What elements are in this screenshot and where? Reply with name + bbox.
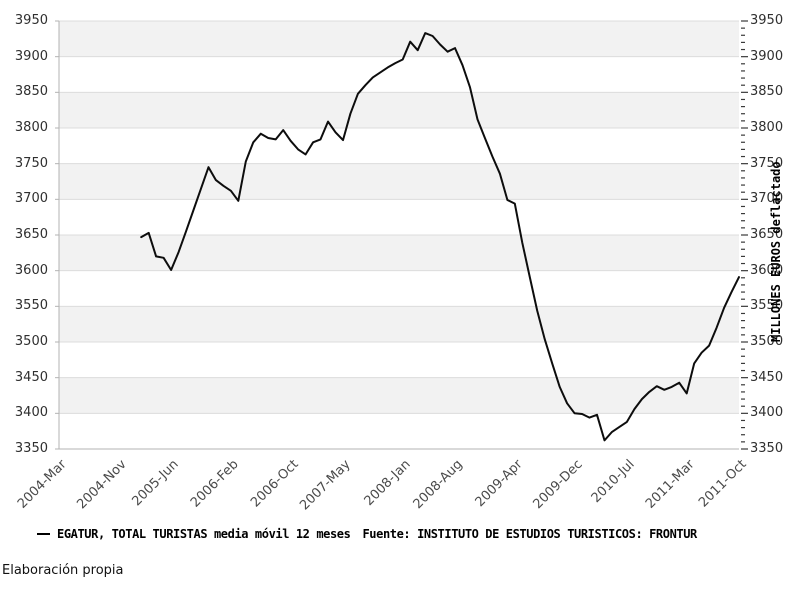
y-axis-tick-label-left: 3700 [14, 191, 48, 207]
legend: EGATUR, TOTAL TURISTAS media móvil 12 me… [37, 527, 697, 541]
y-axis-tick-label-left: 3400 [14, 405, 48, 421]
y-axis-tick-label-left: 3800 [14, 120, 48, 135]
y-axis-tick-label-right: 3900 [750, 48, 784, 64]
y-axis-tick-label-right: 3600 [750, 262, 784, 278]
y-axis-tick-label-left: 3950 [14, 13, 48, 28]
y-axis-tick-label-left: 3500 [14, 334, 48, 349]
y-axis-tick-label-left: 3850 [14, 84, 48, 100]
y-axis-title-right: MILLONES EUROS deflactado [769, 161, 783, 342]
plot-band [59, 21, 739, 57]
y-axis-tick-label-left: 3750 [14, 155, 48, 171]
plot-band [59, 92, 739, 128]
y-axis-tick-label-left: 3350 [14, 441, 48, 456]
y-axis-tick-label-left: 3900 [14, 48, 48, 64]
y-axis-tick-label-right: 3750 [750, 155, 784, 171]
plot-band [59, 163, 739, 200]
y-axis-tick-label-right: 3700 [750, 191, 784, 207]
footer-note: Elaboración propia [2, 563, 124, 578]
y-axis-tick-label-right: 3400 [750, 405, 784, 421]
y-axis-tick-label-right: 3850 [750, 84, 784, 100]
y-axis-tick-label-left: 3600 [14, 262, 48, 278]
plot-band [59, 235, 739, 271]
y-axis-tick-label-left: 3550 [14, 298, 48, 314]
y-axis-tick-label-left: 3650 [14, 227, 48, 242]
y-axis-tick-label-right: 3950 [750, 13, 784, 28]
y-axis-tick-label-right: 3550 [750, 298, 784, 314]
y-axis-tick-label-right: 3650 [750, 227, 784, 242]
legend-line-marker-icon [37, 533, 50, 535]
legend-source-label: Fuente: INSTITUTO DE ESTUDIOS TURISTICOS… [362, 527, 697, 541]
y-axis-tick-label-right: 3350 [750, 441, 784, 456]
y-axis-tick-label-right: 3450 [750, 369, 784, 385]
plot-band [59, 377, 739, 414]
plot-band [59, 306, 739, 342]
data-series-line [140, 32, 740, 442]
y-axis-tick-label-right: 3500 [750, 334, 784, 349]
y-axis-tick-label-right: 3800 [750, 120, 784, 135]
legend-series-label: EGATUR, TOTAL TURISTAS media móvil 12 me… [57, 527, 351, 541]
y-axis-tick-label-left: 3450 [14, 369, 48, 385]
